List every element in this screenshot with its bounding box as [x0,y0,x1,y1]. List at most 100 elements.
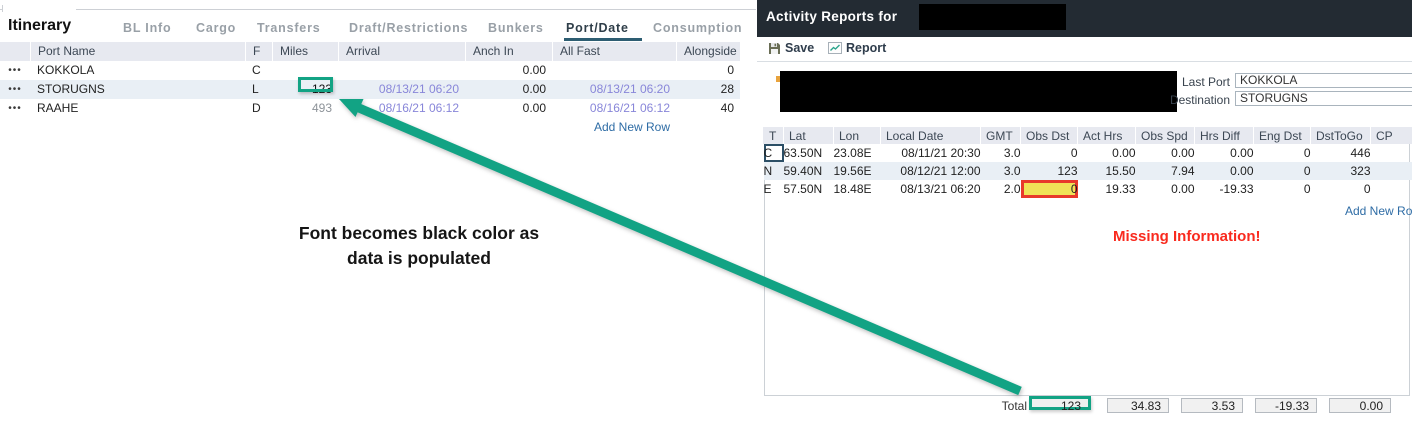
cp-cell[interactable] [1371,144,1412,162]
hrs-diff-cell[interactable]: 0.00 [1230,146,1254,160]
dsttogo-cell[interactable]: 446 [1350,146,1371,160]
dsttogo-cell[interactable]: 0 [1363,182,1371,196]
obs-dst-cell-missing[interactable]: 0 [1020,180,1078,198]
alongside-cell[interactable]: 40 [720,101,734,115]
report-header-row: T Lat Lon Local Date GMT Obs Dst Act Hrs… [763,127,1412,144]
tab-draft-restrictions[interactable]: Draft/Restrictions [349,21,469,35]
hrs-diff-cell[interactable]: -19.33 [1219,182,1254,196]
f-cell[interactable]: D [252,101,261,115]
itinerary-table: Port Name F Miles Arrival Anch In All Fa… [0,42,740,118]
destination-label: Destination [1169,93,1230,107]
col-alongside: Alongside [676,42,740,61]
add-new-row-link[interactable]: Add New Row [1345,204,1412,218]
anch-in-cell[interactable]: 0.00 [522,82,546,96]
col-lat: Lat [783,127,834,144]
row-menu-icon[interactable]: ••• [8,65,22,76]
save-button[interactable]: Save [768,41,814,55]
act-hrs-cell[interactable]: 19.33 [1105,182,1136,196]
all-fast-cell[interactable] [552,61,676,80]
gmt-cell[interactable]: 2.0 [1003,182,1021,196]
eng-dst-cell[interactable]: 0 [1303,146,1311,160]
act-hrs-cell[interactable]: 15.50 [1077,162,1136,180]
cp-cell[interactable] [1371,180,1412,198]
col-obs-spd: Obs Spd [1135,127,1195,144]
last-port-field[interactable] [1235,73,1412,88]
eng-dst-cell[interactable]: 0 [1303,182,1311,196]
port-name-cell[interactable]: KOKKOLA [37,63,95,77]
gmt-cell[interactable]: 3.0 [980,162,1021,180]
redaction-box-title [919,4,1066,30]
lon-cell[interactable]: 23.08E [833,146,872,160]
t-cell[interactable]: N [763,162,784,180]
gmt-cell[interactable]: 3.0 [1003,146,1021,160]
anch-in-cell[interactable]: 0.00 [522,101,546,115]
obs-spd-cell[interactable]: 0.00 [1171,182,1195,196]
port-name-cell[interactable]: STORUGNS [37,82,105,96]
local-date-cell[interactable]: 08/11/21 20:30 [901,146,981,160]
f-cell[interactable]: C [252,63,261,77]
active-tab-underline [564,38,642,41]
total-obs-dst: 123 [1029,396,1091,413]
lon-cell[interactable]: 18.48E [833,182,872,196]
tab-bl-info[interactable]: BL Info [123,21,172,35]
annotation-line1: Font becomes black color as [298,223,540,243]
obs-spd-cell[interactable]: 7.94 [1135,162,1195,180]
col-anch-in: Anch In [465,42,552,61]
gutter-header [0,42,30,61]
lat-cell[interactable]: 57.50N [783,182,823,196]
col-hrs-diff: Hrs Diff [1194,127,1254,144]
add-new-row-link[interactable]: Add New Row [593,120,670,134]
miles-cell[interactable]: 493 [311,101,332,115]
obs-spd-cell[interactable]: 0.00 [1171,146,1195,160]
itinerary-title: Itinerary [8,17,72,34]
act-hrs-cell[interactable]: 0.00 [1112,146,1136,160]
all-fast-cell[interactable]: 08/13/21 06:20 [589,82,670,96]
arrival-cell[interactable]: 08/13/21 06:20 [378,82,459,96]
lat-cell[interactable]: 63.50N [783,146,823,160]
dsttogo-cell[interactable]: 323 [1310,162,1371,180]
obs-dst-cell[interactable]: 0 [1070,146,1078,160]
local-date-cell[interactable]: 08/13/21 06:20 [900,182,981,196]
hrs-diff-cell[interactable]: 0.00 [1194,162,1254,180]
col-eng-dst: Eng Dst [1253,127,1311,144]
all-fast-cell[interactable]: 08/16/21 06:12 [589,101,670,115]
report-label: Report [846,41,887,55]
cp-cell[interactable] [1370,162,1412,180]
itinerary-header-row: Port Name F Miles Arrival Anch In All Fa… [0,42,740,61]
activity-header-bar: Activity Reports for [757,0,1412,37]
report-row-n: N 59.40N 19.56E 08/12/21 12:00 3.0 123 1… [763,162,1412,180]
last-port-label: Last Port [1181,75,1230,89]
activity-title: Activity Reports for [766,9,898,24]
tab-cargo[interactable]: Cargo [196,21,237,35]
activity-toolbar: Save Report [757,37,1412,62]
port-name-cell[interactable]: RAAHE [37,101,79,115]
itinerary-panel: Itinerary BL Info Cargo Transfers Draft/… [0,5,756,134]
total-act-hrs: 34.83 [1107,398,1169,413]
f-cell[interactable]: L [252,82,259,96]
arrival-cell[interactable] [338,61,465,80]
destination-field[interactable] [1235,91,1412,106]
row-menu-icon[interactable]: ••• [8,103,22,114]
report-icon [828,42,842,54]
tab-transfers[interactable]: Transfers [257,21,321,35]
t-cell[interactable]: E [763,182,772,196]
col-arrival: Arrival [338,42,465,61]
anch-in-cell[interactable]: 0.00 [522,63,546,77]
alongside-cell[interactable]: 0 [727,63,734,77]
lon-cell[interactable]: 19.56E [833,162,881,180]
col-local-date: Local Date [880,127,981,144]
row-menu-icon[interactable]: ••• [8,84,22,95]
lat-cell[interactable]: 59.40N [783,162,834,180]
eng-dst-cell[interactable]: 0 [1253,162,1311,180]
tab-bunkers[interactable]: Bunkers [488,21,544,35]
tab-port-date[interactable]: Port/Date [566,21,629,35]
col-cp: CP [1370,127,1412,144]
local-date-cell[interactable]: 08/12/21 12:00 [880,162,981,180]
obs-dst-cell-highlighted[interactable]: 123 [1020,162,1078,180]
report-button[interactable]: Report [828,41,886,55]
alongside-cell[interactable]: 28 [720,82,734,96]
tab-consumption[interactable]: Consumption [653,21,743,35]
arrival-cell[interactable]: 08/16/21 06:12 [378,101,459,115]
t-cell-selected[interactable]: C [764,144,784,162]
col-dsttogo: DstToGo [1310,127,1371,144]
